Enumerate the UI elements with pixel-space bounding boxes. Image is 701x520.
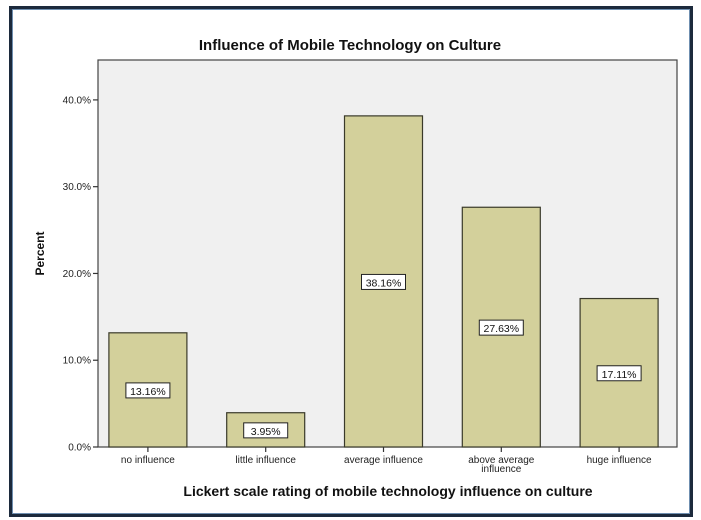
data-label: 13.16% <box>130 386 166 398</box>
data-label-box <box>361 273 406 290</box>
x-tick-label: huge influence <box>587 455 652 466</box>
x-axis-label: Lickert scale rating of mobile technolog… <box>183 483 592 499</box>
bar-4 <box>579 297 659 448</box>
data-label-box <box>125 382 171 399</box>
y-axis-label: Percent <box>33 231 47 275</box>
data-label-box <box>243 422 289 439</box>
chart-title: Influence of Mobile Technology on Cultur… <box>199 37 501 54</box>
data-label-box <box>478 319 524 336</box>
y-tick-label: 30.0% <box>63 182 91 193</box>
x-tick-label: little influence <box>235 455 296 466</box>
data-label: 27.63% <box>483 323 519 335</box>
data-label: 3.95% <box>251 426 281 438</box>
x-tick-label: above average <box>468 455 535 466</box>
y-tick-label: 20.0% <box>63 269 91 280</box>
x-tick-label: no influence <box>121 455 175 466</box>
data-label: 38.16% <box>366 277 402 289</box>
y-tick-label: 40.0% <box>63 95 91 106</box>
y-tick-label: 10.0% <box>63 356 91 367</box>
data-label: 17.11% <box>602 369 637 381</box>
x-tick-label: average influence <box>344 455 423 466</box>
x-tick-label: influence <box>481 464 521 475</box>
y-tick-label: 0.0% <box>68 443 91 454</box>
data-label-box <box>596 365 642 382</box>
